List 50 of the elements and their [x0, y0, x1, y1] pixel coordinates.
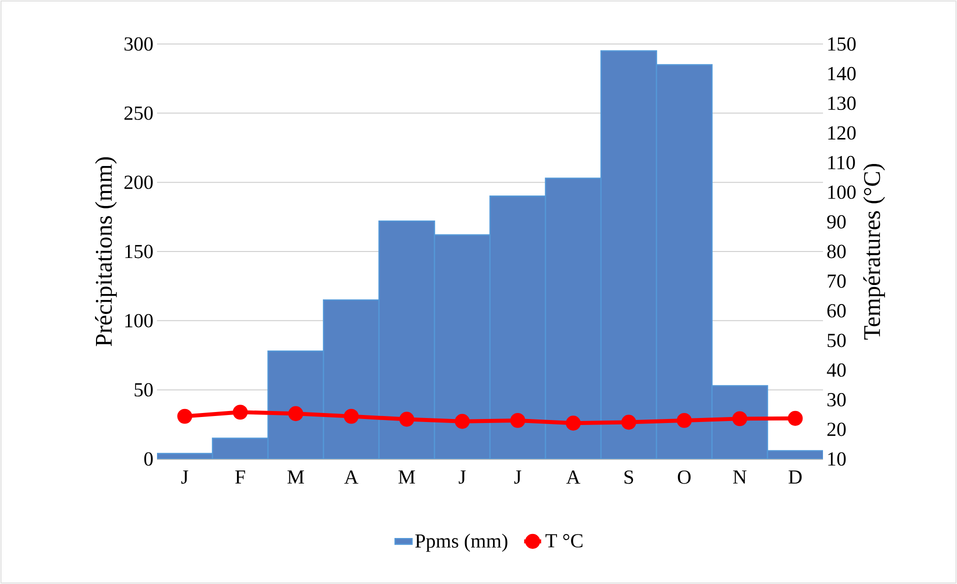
- y-tick-label: 150: [125, 244, 153, 258]
- point: [510, 412, 526, 428]
- x-tick-label: J: [458, 470, 466, 484]
- y2-tick-label: 60: [827, 304, 846, 318]
- point: [566, 416, 581, 431]
- point: [232, 404, 248, 420]
- x-tick-label: M: [287, 470, 304, 484]
- point: [399, 412, 414, 427]
- y2-axis-title: Températures (°C): [863, 164, 885, 340]
- x-tick-label: S: [624, 470, 634, 484]
- x-tick-label: J: [514, 470, 522, 484]
- y2-tick-label: 20: [827, 422, 846, 436]
- y2-tick-label: 150: [828, 37, 856, 51]
- y2-tick-label: 90: [827, 215, 846, 229]
- x-tick-label: A: [344, 470, 358, 484]
- x-tick-label: M: [398, 470, 416, 484]
- x-tick-label: N: [733, 470, 746, 484]
- y2-tick-label: 40: [826, 363, 846, 377]
- point: [177, 408, 192, 424]
- y-tick-label: 250: [124, 106, 153, 120]
- x-tick-label: F: [235, 470, 246, 484]
- y2-tick-label: 80: [827, 244, 846, 258]
- point: [788, 410, 803, 426]
- point: [732, 411, 748, 426]
- y2-tick-label: 140: [828, 66, 856, 80]
- y2-tick-label: 70: [828, 274, 846, 288]
- y2-tick-label: 110: [828, 156, 855, 170]
- legend-label: T °C: [546, 534, 582, 548]
- y2-tick-label: 50: [828, 334, 846, 348]
- x-tick-label: O: [678, 470, 691, 484]
- y-tick-label: 50: [134, 383, 153, 397]
- y2-tick-label: 120: [828, 126, 856, 140]
- y-tick-label: 200: [124, 176, 153, 190]
- point: [454, 414, 470, 429]
- point: [288, 406, 304, 422]
- x-tick-label: A: [566, 470, 580, 484]
- legend-label: Ppms (mm): [415, 534, 508, 552]
- point: [621, 414, 636, 430]
- y-tick-label: 0: [144, 452, 153, 466]
- y2-tick-label: 130: [828, 96, 856, 110]
- y2-tick-label: 100: [828, 185, 856, 199]
- y2-tick-label: 10: [828, 452, 846, 466]
- x-tick-label: J: [181, 470, 188, 484]
- point: [344, 408, 359, 424]
- y-tick-label: 100: [125, 314, 153, 328]
- y-axis-title: Précipitations (mm): [95, 157, 117, 346]
- y2-tick-label: 30: [827, 392, 846, 406]
- point: [676, 412, 692, 428]
- y-tick-label: 300: [124, 37, 153, 51]
- x-tick-label: D: [788, 470, 802, 484]
